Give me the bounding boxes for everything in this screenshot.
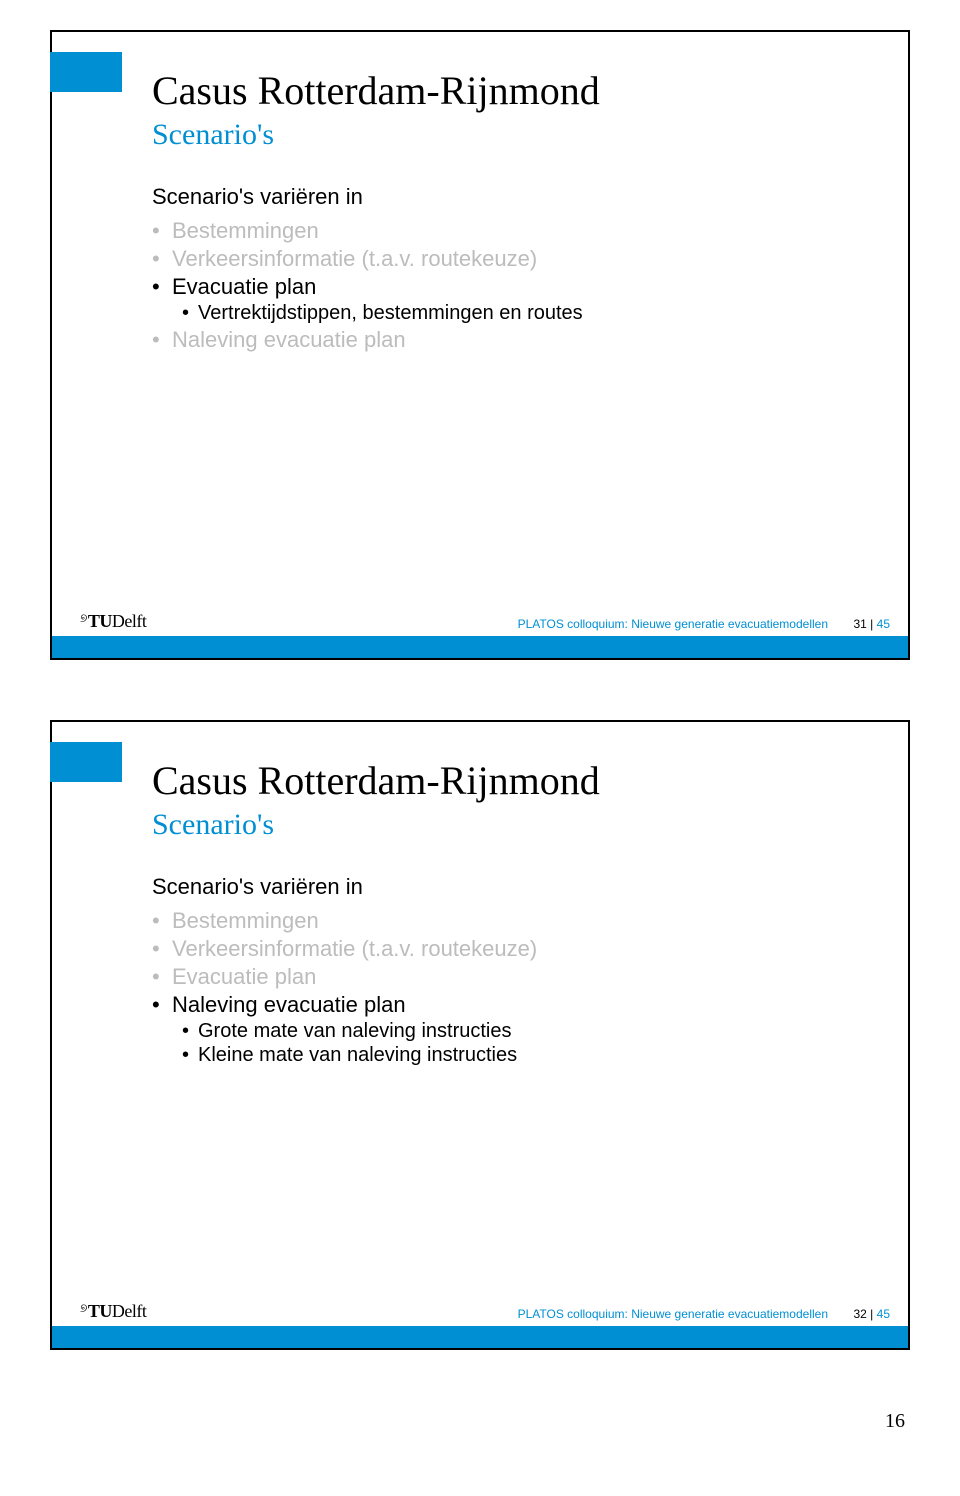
flame-icon: ୭ — [80, 611, 87, 626]
bullet-list: BestemmingenVerkeersinformatie (t.a.v. r… — [152, 218, 868, 353]
footer-caption: PLATOS colloquium: Nieuwe generatie evac… — [518, 1307, 828, 1321]
slide-content: Casus Rotterdam-Rijnmond Scenario's Scen… — [152, 67, 868, 355]
total-pages: 45 — [877, 617, 890, 631]
footer-pages: 32 | 45 — [853, 1307, 890, 1321]
bullet-item: Evacuatie plan — [152, 274, 868, 300]
total-pages: 45 — [877, 1307, 890, 1321]
lead-text: Scenario's variëren in — [152, 872, 868, 902]
current-page: 31 — [853, 617, 866, 631]
lead-text: Scenario's variëren in — [152, 182, 868, 212]
tudelft-logo: ୭TUDelft — [80, 1301, 146, 1322]
bullet-item: Bestemmingen — [152, 218, 868, 244]
accent-tab — [50, 742, 122, 782]
footer-bar — [52, 1326, 908, 1348]
slide-content: Casus Rotterdam-Rijnmond Scenario's Scen… — [152, 757, 868, 1069]
tudelft-logo: ୭TUDelft — [80, 611, 146, 632]
bullet-item: Verkeersinformatie (t.a.v. routekeuze) — [152, 246, 868, 272]
flame-icon: ୭ — [80, 1301, 87, 1316]
bullet-item: Naleving evacuatie plan — [152, 327, 868, 353]
slide-title: Casus Rotterdam-Rijnmond — [152, 67, 868, 114]
footer-bar — [52, 636, 908, 658]
bullet-item: Verkeersinformatie (t.a.v. routekeuze) — [152, 936, 868, 962]
footer-caption: PLATOS colloquium: Nieuwe generatie evac… — [518, 617, 828, 631]
document-page-number: 16 — [45, 1410, 915, 1433]
sub-bullet-item: Grote mate van naleving instructies — [182, 1020, 868, 1043]
bullet-item: Naleving evacuatie plan — [152, 992, 868, 1018]
bullet-item: Evacuatie plan — [152, 964, 868, 990]
sub-bullet-item: Vertrektijdstippen, bestemmingen en rout… — [182, 302, 868, 325]
slide-32: Casus Rotterdam-Rijnmond Scenario's Scen… — [50, 720, 910, 1350]
sub-bullet-list: Vertrektijdstippen, bestemmingen en rout… — [182, 302, 868, 325]
sub-bullet-list: Grote mate van naleving instructiesKlein… — [182, 1020, 868, 1067]
slide-subtitle: Scenario's — [152, 808, 868, 842]
bullet-list: BestemmingenVerkeersinformatie (t.a.v. r… — [152, 908, 868, 1067]
current-page: 32 — [853, 1307, 866, 1321]
slide-31: Casus Rotterdam-Rijnmond Scenario's Scen… — [50, 30, 910, 660]
bullet-item: Bestemmingen — [152, 908, 868, 934]
slide-title: Casus Rotterdam-Rijnmond — [152, 757, 868, 804]
slide-subtitle: Scenario's — [152, 118, 868, 152]
slide-footer: ୭TUDelft PLATOS colloquium: Nieuwe gener… — [52, 610, 908, 658]
slide-footer: ୭TUDelft PLATOS colloquium: Nieuwe gener… — [52, 1300, 908, 1348]
sub-bullet-item: Kleine mate van naleving instructies — [182, 1044, 868, 1067]
footer-pages: 31 | 45 — [853, 617, 890, 631]
accent-tab — [50, 52, 122, 92]
